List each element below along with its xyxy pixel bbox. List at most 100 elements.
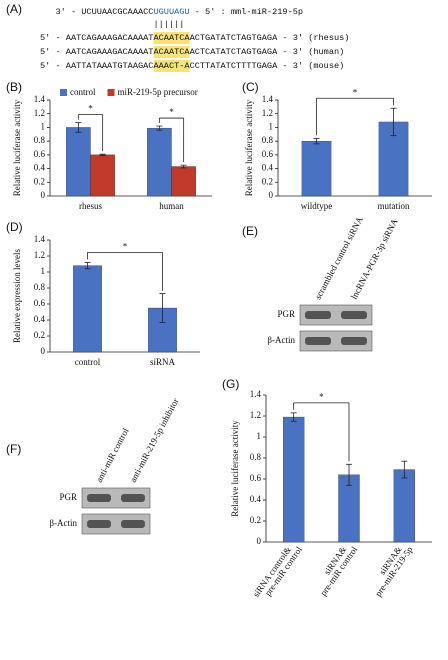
x-tick-label: mutation [378,201,410,211]
legend-label: miR-219-5p precursor [118,87,198,97]
x-tick-label: wildtype [301,201,333,211]
significance-label: * [123,241,128,251]
y-tick-label: 1.4 [262,94,274,104]
y-axis-label: Relative luciferase activity [12,99,22,196]
panel-label: (F) [6,442,21,456]
y-tick-label: 1.2 [250,410,261,420]
blot-band [87,520,111,528]
target-site: AAACT-A [153,61,190,71]
lane-label: anti-miR-219-5p inhibitor [128,396,181,483]
panel-label: (E) [242,224,258,238]
y-tick-label: 0.8 [34,135,46,145]
blot-band [305,337,331,345]
y-tick-label: 1.4 [34,234,46,244]
significance-label: * [319,392,324,402]
blot-strip [81,513,151,535]
blot-band [305,311,331,319]
y-tick-label: 1.2 [262,108,273,118]
significance-label: * [88,104,93,114]
y-tick-label: 1.2 [34,108,45,118]
panel-label: (A) [6,2,22,16]
y-tick-label: 1 [269,121,274,131]
y-tick-label: 1.4 [250,389,262,399]
blot-band [87,494,111,502]
bar [283,416,305,543]
seed-site-highlight [153,60,190,72]
y-tick-label: 0.4 [34,163,46,173]
blot-band [121,494,145,502]
target-sequence: 5' - AATCAGAAAGACAAAATACAATCAACTGATATCTA… [40,33,349,43]
significance-label: * [353,87,358,97]
lane-label: anti-miR control [94,426,131,484]
panel-label: (G) [222,377,239,391]
target-sequence: 5' - AATTATAAATGTAAGACAAACT-ACCTTATATCTT… [40,61,344,71]
y-tick-label: 1 [41,266,46,276]
y-tick-label: 1.4 [34,94,46,104]
mirna-suffix: - 5' : mml-miR-219-5p [190,7,303,17]
bar [90,154,115,197]
target-suffix: CCTTATATCTTTTGAGA - 3' (mouse) [190,61,345,71]
x-tick-label: human [159,201,184,211]
panel-label: (B) [6,80,22,94]
y-tick-label: 1 [257,431,262,441]
y-tick-label: 0.4 [34,314,46,324]
bar [66,127,91,197]
y-tick-label: 0.6 [34,298,46,308]
y-tick-label: 0.8 [262,135,274,145]
y-tick-label: 0.8 [34,282,46,292]
y-tick-label: 0 [41,346,46,356]
y-tick-label: 0.6 [250,473,262,483]
y-tick-label: 0.2 [250,515,261,525]
bar [301,140,332,197]
y-tick-label: 0.2 [34,330,45,340]
target-prefix: 5' - AATTATAAATGTAAGAC [40,61,153,71]
y-tick-label: 1 [41,121,46,131]
bar [73,265,102,353]
panel-label: (D) [6,220,23,234]
y-tick-label: 1.2 [34,250,45,260]
target-sequence: 5' - AATCAGAAAGACAAAATACAATCAACTCATATCTA… [40,47,344,57]
target-site: ACAATCA [153,47,190,57]
significance-label: * [169,107,174,117]
x-tick-label: siRNA [150,357,176,367]
y-tick-label: 0 [269,190,274,200]
target-prefix: 5' - AATCAGAAAGACAAAAT [40,47,153,57]
target-prefix: 5' - AATCAGAAAGACAAAAT [40,33,153,43]
target-suffix: ACTGATATCTAGTGAGA - 3' (rhesus) [190,33,350,43]
bar [393,469,415,543]
sequence-line: 3' - UCUUAACGCAAACCUGUUAGU - 5' : mml-mi… [55,7,303,17]
blot-band [341,337,367,345]
y-tick-label: 0 [257,536,262,546]
blot-band [121,520,145,528]
legend-swatch [107,89,115,96]
row-label: β-Actin [267,335,295,345]
y-axis-label: Relative expression levels [12,249,22,343]
y-tick-label: 0.6 [262,149,274,159]
y-tick-label: 0.8 [250,452,262,462]
target-suffix: ACTCATATCTAGTGAGA - 3' (human) [190,47,345,57]
y-tick-label: 0.2 [34,176,45,186]
mirna-seed: UGUUAGU [153,7,189,17]
bar [147,127,172,197]
pairing: |||||| [154,19,185,29]
x-tick-label: control [75,357,101,367]
seed-site-highlight [153,32,190,44]
blot-strip [299,330,373,352]
bar [171,166,196,197]
y-tick-label: 0.4 [250,494,262,504]
x-tick-label: rhesus [79,201,102,211]
mirna-prefix: 3' - UCUUAACGCAAACC [55,7,153,17]
row-label: PGR [59,492,77,502]
y-tick-label: 0.4 [262,163,274,173]
legend-swatch [60,89,67,96]
blot-strip [299,304,373,326]
y-tick-label: 0.6 [34,149,46,159]
y-tick-label: 0 [41,190,46,200]
blot-band [341,311,367,319]
y-tick-label: 0.2 [262,176,273,186]
legend-label: control [70,87,96,97]
row-label: β-Actin [49,518,77,528]
y-axis-label: Relative luciferase activity [244,99,254,196]
target-site: ACAATCA [153,33,190,43]
